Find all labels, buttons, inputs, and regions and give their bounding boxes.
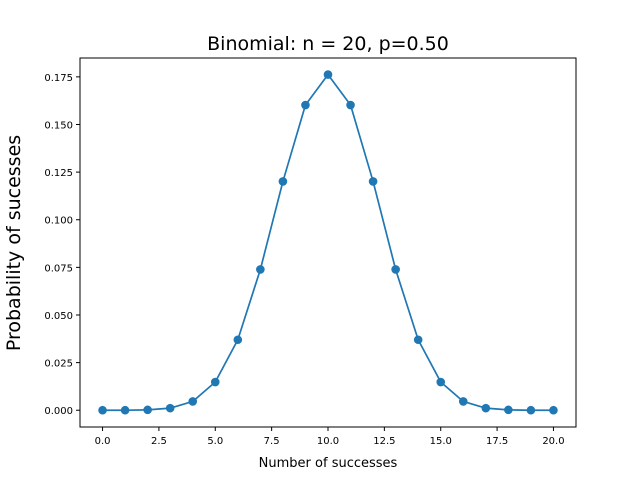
y-tick-label: 0.100 bbox=[44, 216, 73, 227]
series-line bbox=[102, 73, 554, 412]
x-tick-label: 2.5 bbox=[151, 436, 167, 447]
y-tick-label: 0.050 bbox=[44, 311, 73, 322]
data-point bbox=[143, 405, 152, 415]
data-point bbox=[436, 377, 446, 387]
x-tick-label: 5.0 bbox=[207, 436, 223, 447]
y-tick-label: 0.025 bbox=[44, 359, 73, 370]
data-point bbox=[233, 335, 243, 345]
x-tick-label: 17.5 bbox=[486, 436, 508, 447]
x-tick-label: 15.0 bbox=[430, 436, 452, 447]
x-tick-label: 20.0 bbox=[542, 436, 564, 447]
y-tick-label: 0.000 bbox=[44, 406, 73, 417]
data-point bbox=[458, 397, 468, 406]
data-point bbox=[346, 100, 355, 110]
x-tick-label: 0.0 bbox=[95, 436, 111, 447]
y-tick-label: 0.125 bbox=[44, 168, 73, 179]
x-tick-label: 10.0 bbox=[317, 436, 339, 447]
data-point bbox=[188, 397, 198, 406]
data-point bbox=[301, 100, 310, 110]
data-point bbox=[413, 335, 423, 345]
plot-series bbox=[98, 70, 558, 415]
x-tick-label: 7.5 bbox=[264, 436, 280, 447]
data-point bbox=[98, 405, 107, 415]
x-tick-label: 12.5 bbox=[373, 436, 395, 447]
y-tick-label: 0.150 bbox=[44, 120, 73, 131]
y-tick-label: 0.075 bbox=[44, 263, 73, 274]
data-point bbox=[368, 177, 378, 186]
data-point bbox=[526, 405, 536, 415]
data-point bbox=[210, 377, 220, 387]
y-axis-ticks: 0.000 0.025 0.050 0.075 0.100 0.125 0.150 0.175 bbox=[44, 73, 80, 417]
y-axis-title: Probability of sucesses bbox=[3, 135, 25, 351]
data-point bbox=[481, 403, 491, 413]
data-point bbox=[256, 265, 265, 274]
y-tick-label: 0.175 bbox=[44, 73, 73, 84]
data-point bbox=[391, 265, 400, 274]
x-axis-ticks: 0.0 2.5 5.0 7.5 10.0 12.5 15.0 17.5 20.0 bbox=[95, 427, 565, 447]
plot-frame bbox=[79, 57, 577, 428]
data-point bbox=[278, 177, 288, 186]
x-axis-title: Number of successes bbox=[259, 456, 398, 471]
data-point bbox=[549, 405, 558, 415]
data-point bbox=[504, 405, 513, 415]
data-point bbox=[120, 405, 130, 415]
chart-title: Binomial: n = 20, p=0.50 bbox=[207, 33, 449, 55]
data-point bbox=[323, 70, 333, 79]
data-point bbox=[165, 403, 175, 413]
